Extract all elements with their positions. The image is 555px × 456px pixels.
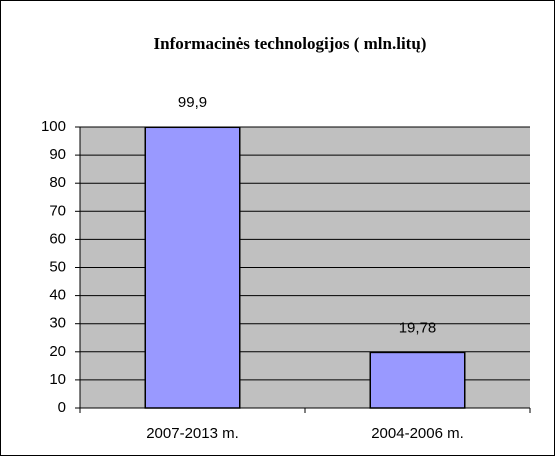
x-tick-label: 2004-2006 m.: [371, 425, 464, 442]
bar: [369, 351, 466, 409]
y-tick-label: 100: [41, 118, 66, 135]
y-tick-label: 10: [49, 371, 66, 388]
y-tick-label: 60: [49, 230, 66, 247]
y-tick-label: 50: [49, 258, 66, 275]
value-label: 19,78: [399, 319, 437, 336]
y-tick-label: 30: [49, 315, 66, 332]
chart-title: Informacinės technologijos ( mln.litų): [154, 34, 427, 53]
y-tick-label: 80: [49, 174, 66, 191]
y-tick-label: 20: [49, 343, 66, 360]
x-tick-label: 2007-2013 m.: [146, 425, 239, 442]
y-tick-label: 90: [49, 146, 66, 163]
y-tick-label: 40: [49, 287, 66, 304]
bar: [144, 126, 241, 409]
y-tick-label: 0: [58, 399, 66, 416]
y-tick-label: 70: [49, 202, 66, 219]
value-label: 99,9: [178, 94, 207, 111]
